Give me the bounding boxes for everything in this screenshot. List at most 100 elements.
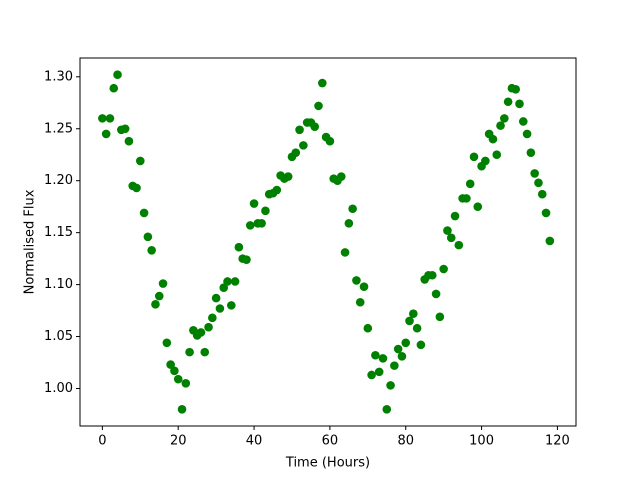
point [340, 248, 350, 257]
point [242, 255, 251, 264]
point [352, 276, 361, 285]
point [378, 354, 388, 363]
point [151, 300, 160, 309]
point [291, 148, 301, 157]
point [363, 323, 373, 333]
y-tick-label: 1.20 [44, 173, 73, 188]
point [196, 328, 206, 337]
point [177, 404, 187, 414]
point [166, 360, 175, 369]
x-tick-label: 0 [98, 434, 106, 449]
point [261, 206, 270, 216]
point [124, 136, 134, 146]
point [462, 194, 471, 203]
point [336, 172, 346, 181]
point [158, 279, 168, 288]
point [397, 351, 407, 361]
point [101, 129, 111, 139]
point [170, 366, 179, 376]
y-tick-label: 1.15 [44, 225, 73, 240]
point [234, 242, 244, 252]
point [173, 374, 183, 384]
point [325, 136, 335, 146]
point [355, 297, 365, 307]
point [162, 338, 172, 348]
point [371, 350, 380, 360]
point [473, 202, 483, 211]
point [154, 291, 164, 301]
point [295, 125, 304, 135]
point [416, 340, 426, 350]
point [409, 309, 418, 318]
point [257, 218, 266, 228]
point [469, 152, 479, 162]
point [481, 156, 490, 166]
y-axis-label: Normalised Flux [23, 189, 38, 294]
x-axis-label: Time (Hours) [285, 456, 370, 471]
point [492, 150, 502, 160]
y-tick-label: 1.30 [44, 69, 73, 84]
point [219, 283, 229, 293]
point [113, 70, 122, 80]
point [147, 246, 156, 255]
point [200, 347, 210, 357]
point [534, 178, 543, 188]
point [530, 169, 539, 178]
point [386, 381, 395, 390]
point [143, 232, 153, 242]
point [450, 211, 460, 221]
point [522, 129, 532, 139]
point [443, 226, 452, 235]
x-tick-label: 40 [246, 434, 263, 449]
point [215, 304, 225, 313]
point [227, 301, 236, 310]
point [454, 240, 464, 250]
point [299, 141, 308, 150]
point [208, 313, 217, 323]
point [310, 122, 320, 131]
point [515, 99, 524, 109]
point [412, 323, 422, 333]
point [401, 338, 411, 348]
point [431, 289, 441, 299]
y-tick-label: 1.00 [44, 381, 73, 396]
point [105, 114, 115, 123]
axes-frame [79, 57, 577, 427]
point [245, 221, 255, 230]
point [211, 293, 221, 303]
point [135, 156, 145, 166]
point [283, 172, 293, 181]
y-tick-label: 1.05 [44, 329, 73, 344]
point [518, 117, 528, 126]
point [344, 218, 354, 228]
point [545, 236, 555, 246]
point [348, 204, 357, 214]
x-tick-label: 100 [469, 434, 494, 449]
point [500, 114, 509, 123]
x-tick-label: 60 [322, 434, 339, 449]
point [181, 378, 191, 388]
point [185, 347, 194, 357]
point [204, 322, 213, 332]
x-tick-label: 20 [170, 434, 187, 449]
point [435, 312, 445, 322]
point [405, 316, 414, 326]
point [249, 199, 259, 208]
point [496, 121, 505, 130]
point [230, 277, 240, 286]
point [120, 124, 130, 134]
point [465, 179, 475, 189]
point [382, 404, 392, 414]
point [503, 97, 513, 107]
point [439, 264, 448, 274]
point [367, 370, 376, 380]
point [393, 344, 403, 354]
y-tick-label: 1.10 [44, 277, 73, 292]
point [139, 208, 149, 218]
point [427, 270, 437, 280]
point [359, 282, 369, 291]
point [132, 183, 141, 193]
x-tick-label: 120 [545, 434, 570, 449]
